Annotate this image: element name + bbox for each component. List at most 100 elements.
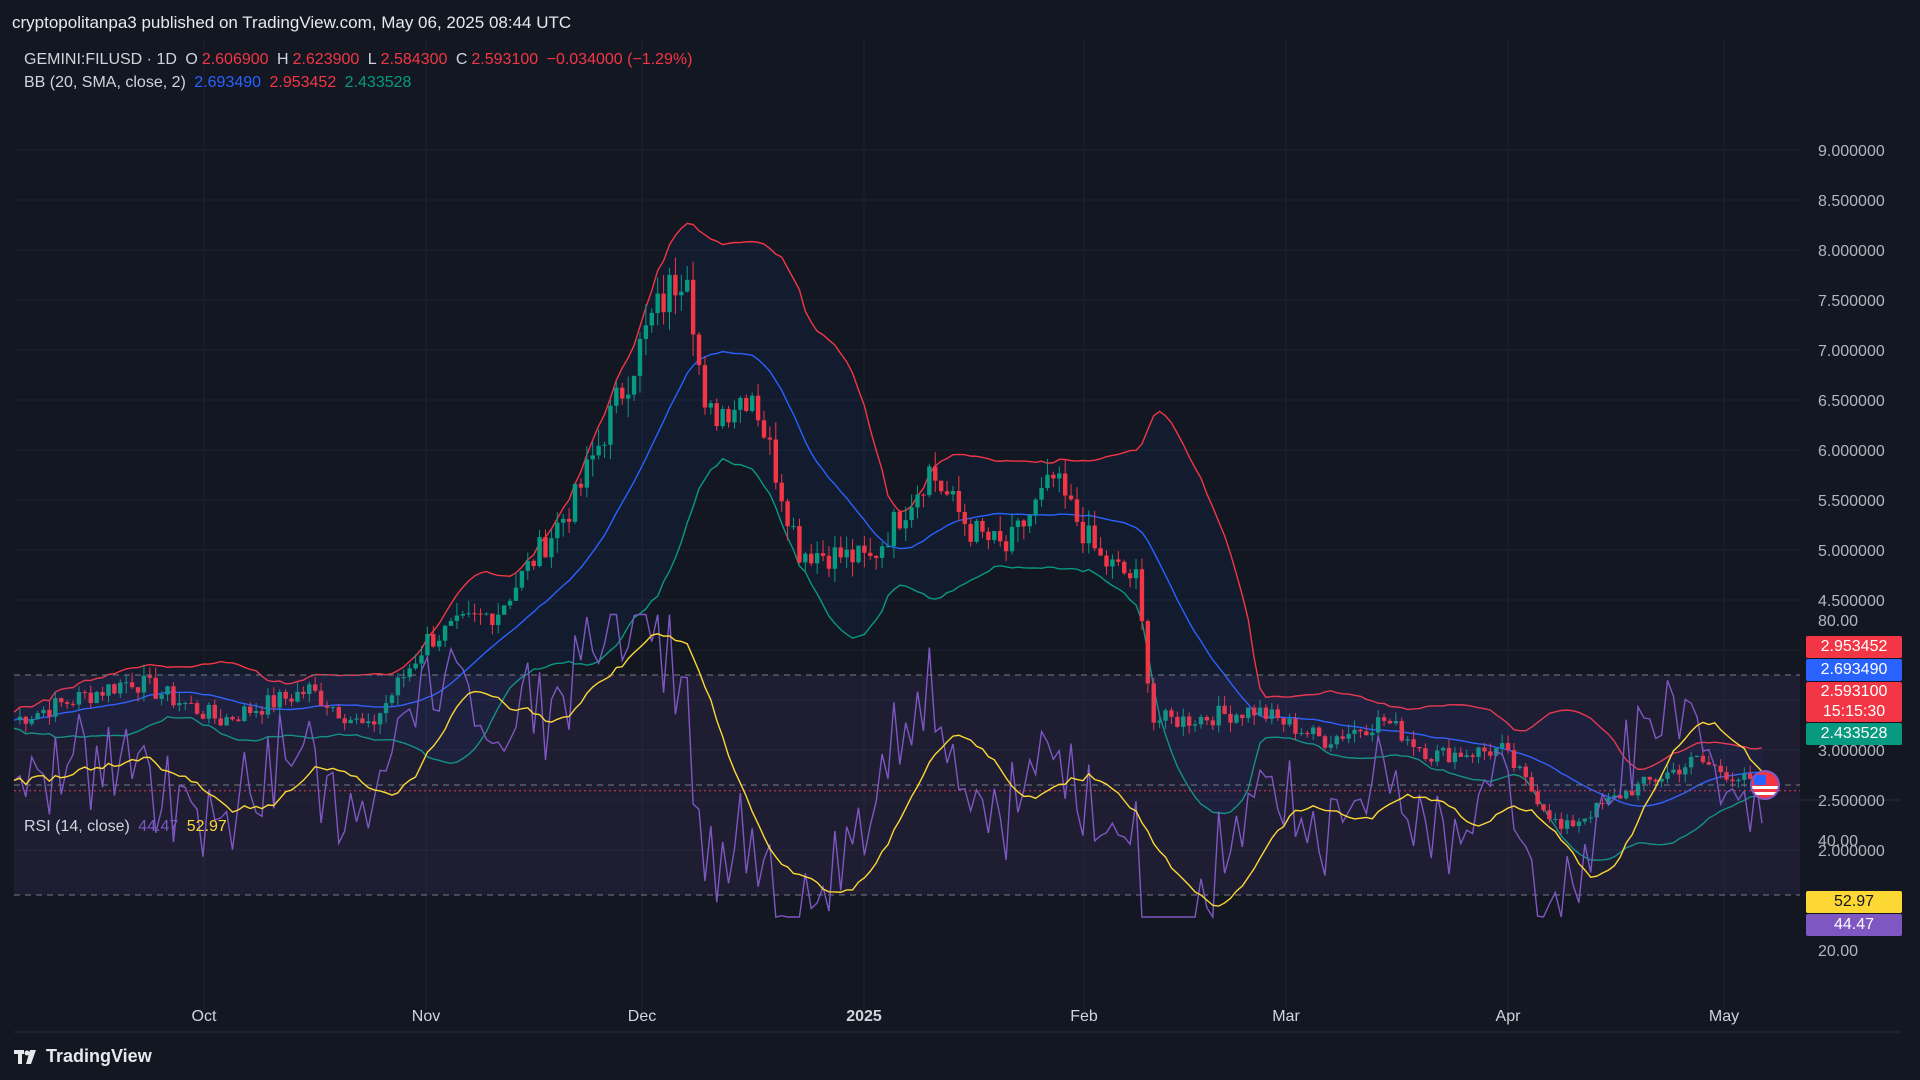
candle-body <box>1529 777 1534 792</box>
candle-body <box>330 707 336 709</box>
candle-body <box>620 387 625 399</box>
candle-body <box>1671 769 1676 773</box>
candle-body <box>1151 683 1156 723</box>
candle-body <box>1240 714 1245 719</box>
candle-body <box>265 695 271 715</box>
candle-body <box>903 520 908 529</box>
candle-body <box>448 620 454 626</box>
candle-body <box>1635 783 1641 796</box>
candle-body <box>850 549 855 563</box>
candle-body <box>572 483 578 522</box>
candle-body <box>212 704 217 719</box>
bb-label[interactable]: BB (20, SMA, close, 2) <box>24 74 186 91</box>
candle-body <box>1606 797 1611 804</box>
candle-body <box>873 555 879 558</box>
change-value: −0.034000 (−1.29%) <box>546 51 693 68</box>
last-price-value: 2.593100 <box>1820 683 1888 700</box>
rsi-value: 44.47 <box>138 818 179 835</box>
time-axis-label: Feb <box>1070 1008 1098 1025</box>
candle-body <box>1706 762 1712 765</box>
candle-body <box>1257 707 1263 716</box>
candle-body <box>785 501 790 527</box>
price-axis-label: 9.000000 <box>1818 143 1885 160</box>
candle-body <box>1045 474 1050 488</box>
candle-body <box>1163 710 1168 721</box>
candle-body <box>1647 776 1652 780</box>
candle-body <box>897 511 903 529</box>
candle-body <box>1488 751 1493 756</box>
symbol-legend: GEMINI:FILUSD · 1D O 2.606900 H 2.623900 L… <box>24 51 696 69</box>
candle-body <box>584 459 590 488</box>
candle-body <box>1393 721 1399 724</box>
candle-body <box>1127 573 1133 579</box>
candle-body <box>177 703 182 706</box>
candle-body <box>838 547 843 558</box>
candle-body <box>248 706 253 714</box>
candle-body <box>94 692 99 704</box>
candle-body <box>1364 731 1369 736</box>
rsi-legend[interactable]: RSI (14, close) 44.47 52.97 <box>24 818 231 836</box>
candle-body <box>1730 779 1735 782</box>
candle-body <box>1033 499 1038 516</box>
candle-body <box>714 403 719 427</box>
candle-body <box>171 686 176 706</box>
candle-body <box>992 530 997 541</box>
candle-body <box>956 490 962 512</box>
candle-body <box>478 613 483 615</box>
candle-body <box>188 702 194 704</box>
rsi-axis-label: 20.00 <box>1818 943 1858 960</box>
candle-body <box>277 691 282 708</box>
bb-legend[interactable]: BB (20, SMA, close, 2) 2.693490 2.953452… <box>24 74 415 92</box>
candle-body <box>230 717 235 720</box>
candle-body <box>165 686 170 695</box>
candle-body <box>1452 752 1458 763</box>
candle-body <box>1122 561 1127 574</box>
candle-body <box>1553 818 1558 820</box>
candle-body <box>17 716 23 721</box>
time-axis-label: Oct <box>192 1008 217 1025</box>
candle-body <box>643 325 649 339</box>
candle-body <box>395 677 401 696</box>
candle-body <box>442 625 448 641</box>
bb-upper-value: 2.953452 <box>269 74 337 91</box>
candle-body <box>1039 487 1044 500</box>
candle-body <box>1683 767 1688 775</box>
rsi-label[interactable]: RSI (14, close) <box>24 818 130 835</box>
candle-body <box>47 709 52 717</box>
candle-body <box>720 408 725 427</box>
candle-body <box>868 552 873 556</box>
candle-body <box>454 615 460 621</box>
candle-body <box>744 397 749 411</box>
candle-body <box>1098 548 1103 556</box>
bb-basis-tag: 2.693490 <box>1806 659 1902 681</box>
candle-body <box>1192 724 1198 726</box>
candle-body <box>779 482 784 502</box>
low-label: L <box>367 51 377 68</box>
candle-body <box>1222 705 1227 714</box>
candle-body <box>915 494 920 508</box>
candle-body <box>1612 795 1617 798</box>
candle-body <box>1547 810 1552 820</box>
candle-body <box>1092 525 1097 549</box>
candle-body <box>1677 769 1682 775</box>
bb-basis-value: 2.693490 <box>194 74 262 91</box>
top-bar: cryptopolitanpa3 published on TradingVie… <box>0 0 1920 42</box>
time-axis-label: Dec <box>628 1008 656 1025</box>
price-axis-label: 4.500000 <box>1818 593 1885 610</box>
us-flag-icon[interactable] <box>1750 770 1780 800</box>
candle-body <box>1204 716 1210 721</box>
symbol-label[interactable]: GEMINI:FILUSD · 1D <box>24 51 177 68</box>
candle-body <box>1535 791 1540 805</box>
countdown-value: 15:15:30 <box>1822 703 1886 720</box>
candle-body <box>1458 752 1464 757</box>
candle-body <box>283 691 288 699</box>
footer-brand[interactable]: TradingView <box>14 1046 152 1067</box>
candle-body <box>295 691 300 702</box>
candle-body <box>1133 569 1139 579</box>
candle-body <box>1139 569 1145 622</box>
candle-body <box>1281 718 1286 725</box>
price-axis-label: 8.000000 <box>1818 243 1885 260</box>
candle-body <box>732 409 737 423</box>
candle-body <box>933 466 938 481</box>
